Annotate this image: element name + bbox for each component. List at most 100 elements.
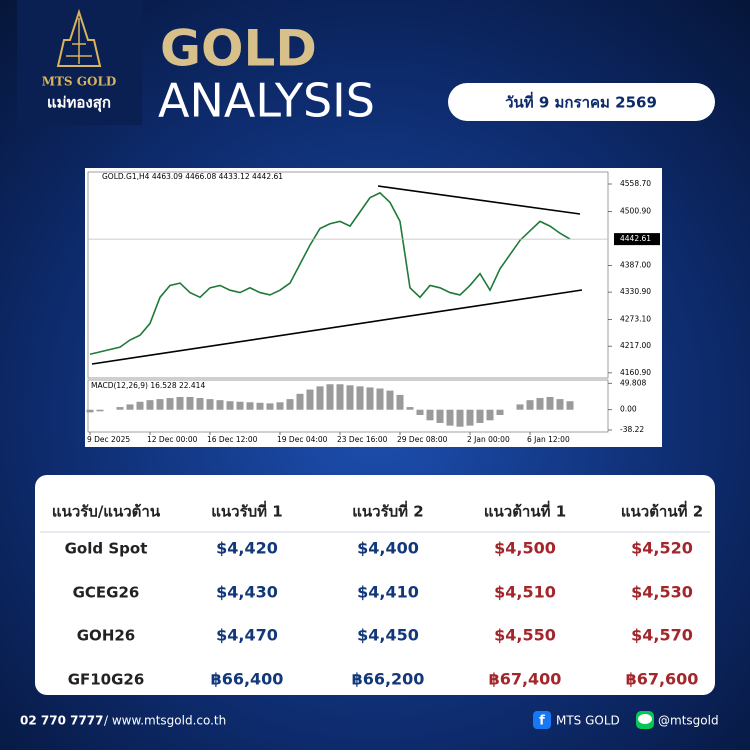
table-header-cell: แนวรับที่ 1 <box>211 501 282 521</box>
macd-bar <box>186 396 194 410</box>
table-cell: GOH26 <box>77 627 136 645</box>
macd-bar <box>196 398 204 410</box>
table-cell: $4,470 <box>216 626 278 645</box>
table-cell: $4,500 <box>494 539 556 558</box>
macd-bar <box>246 402 254 410</box>
macd-bar <box>176 396 184 410</box>
macd-bar <box>466 409 474 426</box>
macd-bar <box>486 409 494 421</box>
y-tick-label: 4500.90 <box>620 206 651 215</box>
macd-bar <box>116 407 124 410</box>
table-cell: ฿67,600 <box>626 670 699 689</box>
x-tick-label: 19 Dec 04:00 <box>277 435 328 444</box>
logo-thai: แม่ทองสุก <box>47 94 111 113</box>
macd-bar <box>386 390 394 410</box>
macd-bar <box>326 384 334 410</box>
footer-facebook: MTS GOLD <box>556 714 620 728</box>
table-cell: ฿67,400 <box>489 670 562 689</box>
date-pill <box>448 83 715 121</box>
macd-bar <box>136 401 144 410</box>
macd-bar <box>556 399 564 410</box>
macd-bar <box>446 409 454 426</box>
table-cell: $4,400 <box>357 539 419 558</box>
table-header-cell: แนวรับที่ 2 <box>352 501 423 521</box>
macd-bar <box>566 401 574 410</box>
table-cell: $4,410 <box>357 583 419 602</box>
logo-icon <box>56 8 102 67</box>
table-box <box>35 475 715 695</box>
table-cell: $4,420 <box>216 539 278 558</box>
table-cell: $4,450 <box>357 626 419 645</box>
table-cell: $4,520 <box>631 539 693 558</box>
macd-bar <box>536 398 544 410</box>
y-tick-label: 4330.90 <box>620 287 651 296</box>
table-cell: GF10G26 <box>68 671 145 689</box>
macd-bar <box>426 409 434 421</box>
macd-bar <box>346 385 354 410</box>
table-cell: ฿66,400 <box>211 670 284 689</box>
macd-bar <box>166 398 174 410</box>
macd-bar <box>306 389 314 410</box>
macd-bar <box>526 400 534 410</box>
macd-bar <box>226 401 234 410</box>
macd-bar <box>96 409 104 412</box>
macd-bar <box>316 386 324 410</box>
macd-bar <box>436 409 444 423</box>
macd-bar <box>126 404 134 410</box>
table-cell: GCEG26 <box>73 584 140 602</box>
x-tick-label: 16 Dec 12:00 <box>207 435 258 444</box>
macd-bar <box>276 402 284 410</box>
x-tick-label: 29 Dec 08:00 <box>397 435 448 444</box>
y-tick-label: 49.808 <box>620 378 646 387</box>
macd-bar <box>266 403 274 410</box>
table-cell: $4,430 <box>216 583 278 602</box>
macd-bar <box>546 396 554 410</box>
macd-bar <box>146 400 154 410</box>
x-tick-label: 2 Jan 00:00 <box>467 435 510 444</box>
macd-panel <box>87 379 609 433</box>
x-tick-label: 9 Dec 2025 <box>87 435 130 444</box>
macd-bar <box>356 386 364 410</box>
current-price-label: 4442.61 <box>620 234 651 243</box>
macd-bar <box>406 407 414 410</box>
y-tick-label: 4387.00 <box>620 261 651 270</box>
logo-icon-detail <box>66 18 92 64</box>
macd-bar <box>206 399 214 410</box>
macd-bar <box>496 409 504 416</box>
y-tick-label: 4558.70 <box>620 179 651 188</box>
title-analysis: ANALYSIS <box>158 74 375 128</box>
facebook-icon <box>533 711 551 729</box>
macd-bar <box>476 409 484 423</box>
macd-bar <box>86 409 94 413</box>
table-cell: $4,530 <box>631 583 693 602</box>
table-cell: $4,550 <box>494 626 556 645</box>
date: วันที่ 9 มกราคม 2569 <box>505 92 657 112</box>
trendline-lower <box>91 289 583 365</box>
title-gold: GOLD <box>160 20 317 78</box>
y-tick-label: 4217.00 <box>620 341 651 350</box>
macd-bar <box>396 394 404 410</box>
macd-bar <box>516 404 524 410</box>
price-panel <box>87 171 609 379</box>
table-cell: $4,570 <box>631 626 693 645</box>
y-tick-label: 0.00 <box>620 405 637 414</box>
trendline-upper <box>377 185 581 215</box>
macd-bar <box>156 399 164 410</box>
table-header-cell: แนวรับ/แนวต้าน <box>52 503 161 521</box>
table-cell: $4,510 <box>494 583 556 602</box>
current-price-box <box>614 233 660 246</box>
macd-bar <box>366 387 374 410</box>
line-icon-glyph <box>638 714 652 724</box>
macd-bar <box>216 400 224 410</box>
facebook-icon-glyph: f <box>539 714 545 729</box>
table-cell: ฿66,200 <box>352 670 425 689</box>
macd-bar <box>376 388 384 410</box>
macd-bar <box>296 393 304 410</box>
y-tick-label: 4273.10 <box>620 315 651 324</box>
macd-bar <box>416 409 424 416</box>
footer-website: / www.mtsgold.co.th <box>104 714 226 728</box>
footer-phone: 02 770 7777 <box>20 714 104 728</box>
y-tick-label: -38.22 <box>620 425 644 434</box>
x-tick-label: 23 Dec 16:00 <box>337 435 388 444</box>
